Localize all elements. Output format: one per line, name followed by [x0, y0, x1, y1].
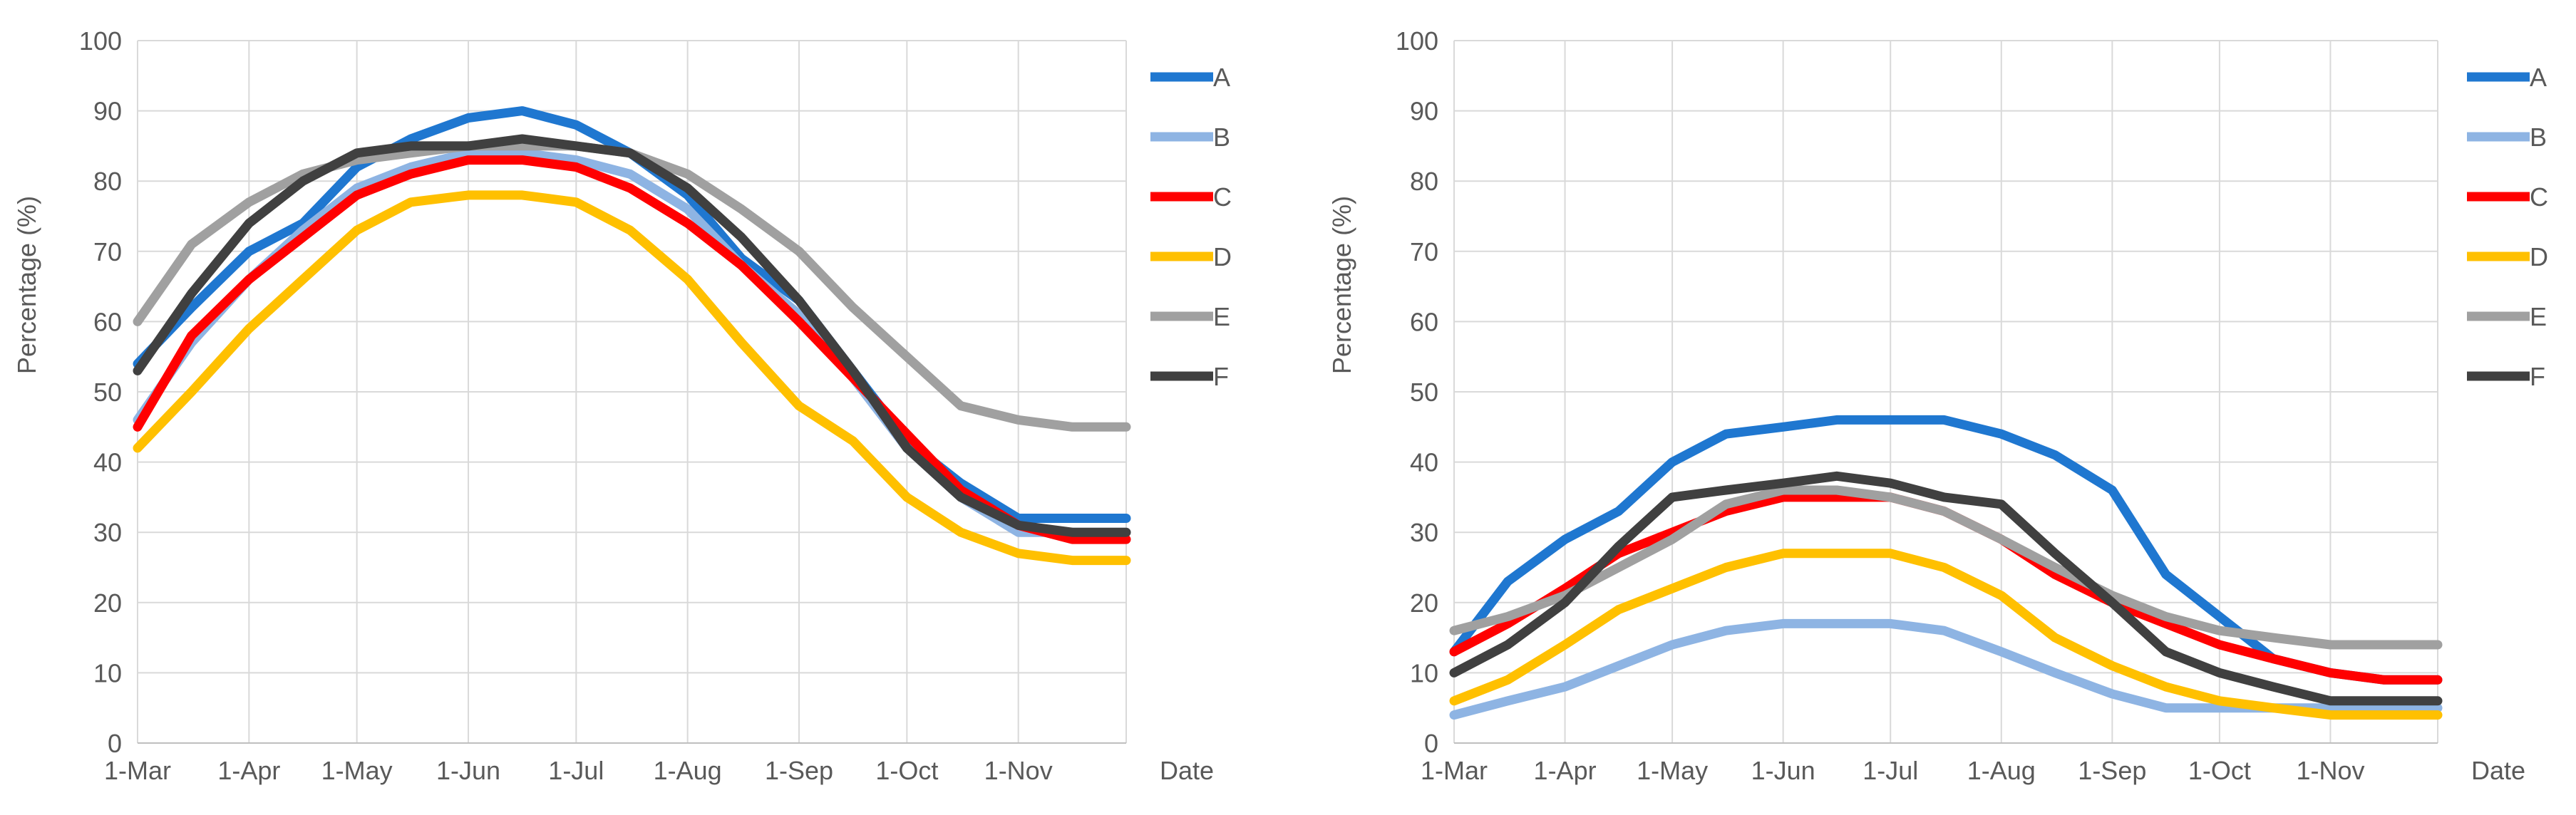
y-tick-label: 50 — [1410, 378, 1438, 407]
legend-label-F: F — [2530, 362, 2545, 391]
y-tick-label: 30 — [1410, 518, 1438, 547]
series-line-D — [133, 190, 1131, 566]
x-tick-label: 1-Jun — [1751, 756, 1815, 785]
x-tick-label: 1-Mar — [104, 756, 171, 785]
chart-2: 0 10 20 30 40 50 60 70 80 90 100 1-Mar 1-Apr 1-May 1-J… — [1327, 26, 2548, 785]
x-tick-label: 1-Jul — [548, 756, 604, 785]
x-tick-label: 1-Nov — [984, 756, 1053, 785]
y-tick-label: 20 — [1410, 588, 1438, 618]
legend-label-D: D — [2530, 242, 2548, 271]
legend-label-B: B — [2530, 123, 2547, 152]
x-tick-label: 1-Aug — [654, 756, 722, 785]
series-line-F — [1449, 471, 2443, 706]
x-tick-label: 1-Mar — [1421, 756, 1488, 785]
x-tick-label: 1-May — [1637, 756, 1708, 785]
series-line-E — [1449, 485, 2443, 650]
legend-label-C: C — [2530, 182, 2548, 212]
x-tick-label: 1-Apr — [1534, 756, 1597, 785]
x-tick-label: 1-May — [321, 756, 393, 785]
y-tick-label: 10 — [1410, 658, 1438, 687]
legend-label-D: D — [1213, 242, 1232, 271]
series-line-D — [1449, 549, 2443, 720]
legend-label-E: E — [1213, 302, 1230, 331]
series-line-B — [133, 148, 1131, 537]
y-axis-title: Percentage (%) — [12, 196, 41, 374]
y-axis-title: Percentage (%) — [1327, 196, 1356, 374]
x-tick-label: 1-Jul — [1863, 756, 1918, 785]
x-tick-label: 1-Aug — [1967, 756, 2036, 785]
legend-label-C: C — [1213, 182, 1232, 212]
y-tick-label: 70 — [93, 237, 122, 266]
legend-label-F: F — [1213, 362, 1229, 391]
y-tick-label: 40 — [1410, 448, 1438, 477]
y-tick-label: 80 — [93, 167, 122, 196]
x-tick-label: 1-Nov — [2296, 756, 2364, 785]
series-line-C — [133, 155, 1131, 544]
x-axis-title: Date — [2471, 756, 2525, 785]
y-tick-label: 90 — [1410, 97, 1438, 126]
legend-label-B: B — [1213, 123, 1230, 152]
y-tick-label: 0 — [1424, 729, 1438, 758]
x-tick-label: 1-Oct — [875, 756, 938, 785]
y-tick-label: 30 — [93, 518, 122, 547]
chart-1: 0 10 20 30 40 50 60 70 80 90 100 1-Mar 1-Apr 1-May 1-J… — [12, 26, 1232, 785]
y-tick-label: 10 — [93, 658, 122, 687]
y-tick-label: 90 — [93, 97, 122, 126]
y-tick-label: 100 — [1396, 26, 1438, 56]
x-tick-label: 1-Sep — [765, 756, 833, 785]
y-tick-label: 50 — [93, 378, 122, 407]
y-tick-label: 20 — [93, 588, 122, 618]
legend-label-A: A — [2530, 63, 2547, 92]
y-tick-label: 60 — [93, 307, 122, 336]
y-tick-label: 70 — [1410, 237, 1438, 266]
series-line-F — [133, 134, 1131, 537]
legend-label-A: A — [1213, 63, 1230, 92]
legend-label-E: E — [2530, 302, 2547, 331]
y-tick-label: 100 — [79, 26, 122, 56]
y-tick-label: 80 — [1410, 167, 1438, 196]
x-tick-label: 1-Sep — [2078, 756, 2146, 785]
x-axis-title: Date — [1160, 756, 1214, 785]
y-tick-label: 0 — [108, 729, 122, 758]
x-tick-label: 1-Apr — [217, 756, 280, 785]
y-tick-label: 60 — [1410, 307, 1438, 336]
x-tick-label: 1-Oct — [2188, 756, 2251, 785]
y-tick-label: 40 — [93, 448, 122, 477]
x-tick-label: 1-Jun — [436, 756, 500, 785]
